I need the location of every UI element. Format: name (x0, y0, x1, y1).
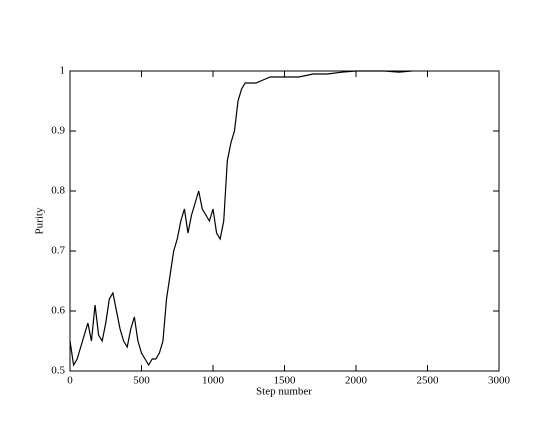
data-line (69, 70, 412, 367)
y-tick-label: 0.8 (51, 185, 65, 197)
x-tick-label: 1000 (202, 375, 225, 387)
x-tick-label: 0 (67, 375, 73, 387)
x-tick-label: 1500 (274, 375, 297, 387)
x-tick-label: 500 (133, 375, 150, 387)
x-tick-label: 2000 (345, 375, 368, 387)
y-tick-label: 0.6 (51, 305, 65, 317)
plot-frame (69, 70, 500, 372)
y-tick-label: 0.5 (51, 365, 65, 377)
x-axis-label: Step number (256, 386, 312, 398)
x-tick-label: 2500 (417, 375, 440, 387)
y-tick-label: 1 (60, 65, 66, 77)
y-tick-label: 0.7 (51, 245, 65, 257)
y-axis-label: Purity (34, 207, 46, 234)
x-tick-label: 3000 (488, 375, 511, 387)
y-tick-label: 0.9 (51, 125, 65, 137)
